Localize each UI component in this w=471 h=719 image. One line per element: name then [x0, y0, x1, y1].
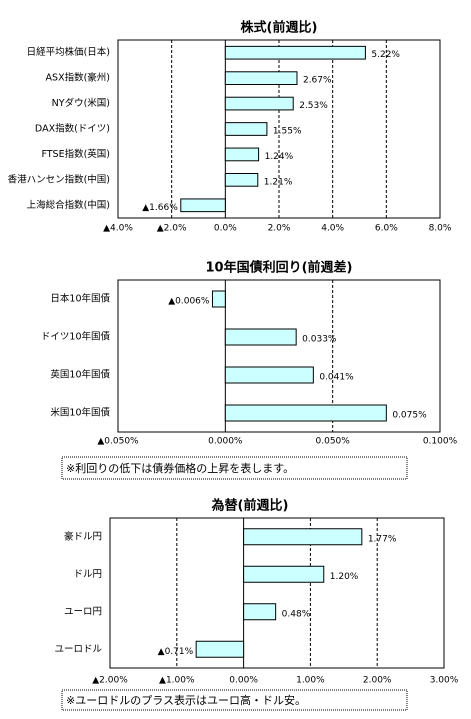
x-tick-label: 2.00% [363, 676, 392, 686]
category-label: DAX指数(ドイツ) [35, 123, 110, 135]
x-tick-label: ▲2.00% [92, 676, 128, 686]
x-tick-label: 4.0% [321, 224, 344, 234]
chart-title: 10年国債利回り(前週差) [206, 260, 353, 276]
x-tick-label: 8.0% [429, 224, 452, 234]
value-label: 0.075% [392, 411, 427, 421]
bar [224, 96, 294, 111]
category-label: 豪ドル円 [64, 530, 102, 542]
bar [224, 147, 260, 162]
bar [224, 404, 387, 422]
x-tick-label: 0.00% [229, 676, 258, 686]
bar [243, 565, 325, 583]
chart-title: 為替(前週比) [212, 498, 289, 514]
x-tick-label: ▲1.00% [159, 676, 195, 686]
category-label: 香港ハンセン指数(中国) [8, 173, 110, 185]
x-tick-label: 0.050% [316, 437, 351, 447]
value-label: 5.22% [371, 50, 400, 60]
value-label: ▲0.006% [168, 297, 210, 307]
category-label: FTSE指数(英国) [41, 148, 110, 160]
x-tick-label: 0.100% [423, 437, 458, 447]
value-label: 1.77% [368, 534, 397, 544]
x-tick-label: 1.00% [296, 676, 325, 686]
category-label: ユーロドル [54, 644, 102, 655]
x-tick-label: 3.00% [430, 676, 459, 686]
bar [224, 173, 259, 187]
plot-area [117, 39, 441, 219]
bar [211, 290, 226, 308]
chart-title: 株式(前週比) [241, 20, 318, 36]
bar [224, 366, 314, 384]
value-label: 1.20% [330, 572, 359, 582]
bar [224, 122, 268, 136]
value-label: ▲0.71% [158, 647, 194, 657]
value-label: 1.24% [265, 152, 294, 162]
category-label: 英国10年国債 [50, 369, 110, 381]
note: ※利回りの低下は債券価格の上昇を表します。 [66, 461, 294, 475]
x-tick-label: ▲4.0% [103, 224, 133, 234]
bar [224, 328, 297, 346]
bar [243, 603, 277, 621]
value-label: 2.67% [303, 76, 332, 86]
value-label: 0.033% [302, 335, 337, 345]
value-label: 0.48% [282, 609, 311, 619]
bar [243, 528, 363, 546]
value-label: 1.55% [273, 127, 302, 137]
note-box [61, 456, 408, 480]
note-box [61, 689, 408, 711]
note: ※ユーロドルのプラス表示はユーロ高・ドル安。 [66, 693, 306, 707]
x-tick-label: 6.0% [375, 224, 398, 234]
value-label: 1.21% [264, 177, 293, 187]
category-label: NYダウ(米国) [52, 97, 110, 109]
bar [180, 198, 226, 213]
bar [224, 45, 366, 60]
category-label: ユーロ円 [64, 606, 102, 617]
category-label: ASX指数(豪州) [46, 72, 110, 84]
x-tick-label: 0.000% [208, 437, 243, 447]
category-label: 米国10年国債 [50, 407, 110, 419]
category-label: ドイツ10年国債 [41, 331, 111, 343]
value-label: 0.041% [319, 373, 354, 383]
category-label: 日経平均株価(日本) [27, 46, 110, 58]
category-label: 日本10年国債 [50, 293, 110, 305]
x-tick-label: ▲0.050% [97, 437, 139, 447]
category-label: 上海総合指数(中国) [27, 199, 110, 211]
x-tick-label: ▲2.0% [157, 224, 187, 234]
category-label: ドル円 [73, 569, 102, 580]
x-tick-label: 0.0% [214, 224, 237, 234]
bar [195, 640, 245, 658]
value-label: ▲1.66% [142, 203, 178, 213]
bar [224, 71, 298, 85]
value-label: 2.53% [299, 101, 328, 111]
x-tick-label: 2.0% [268, 224, 291, 234]
